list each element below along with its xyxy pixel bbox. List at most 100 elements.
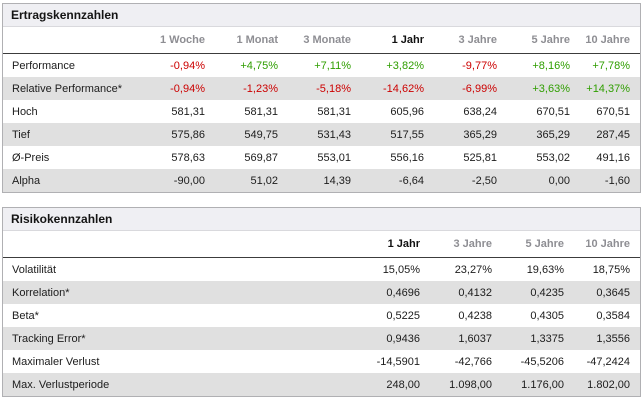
metric-value: -90,00 — [173, 174, 205, 187]
metric-value: 287,45 — [596, 128, 630, 141]
metric-value: 0,4235 — [530, 286, 564, 299]
table-row-hoch: Hoch 581,31 581,31 581,31 605,96 638,24 … — [3, 100, 640, 123]
ertragskennzahlen-title: Ertragskennzahlen — [3, 4, 640, 27]
risikokennzahlen-panel: Risikokennzahlen 1 Jahr 3 Jahre 5 Jahre … — [2, 207, 641, 397]
metric-value: 18,75% — [592, 263, 630, 276]
table-row-korrelation: Korrelation* 0,4696 0,4132 0,4235 0,3645 — [3, 281, 640, 304]
metric-value: 491,16 — [596, 151, 630, 164]
column-header-1-jahr: 1 Jahr — [361, 27, 434, 54]
metric-label: Beta* — [12, 309, 39, 322]
metric-value: 553,02 — [536, 151, 570, 164]
metric-value: 581,31 — [317, 105, 351, 118]
column-header-1-monat: 1 Monat — [215, 27, 288, 54]
metric-value: 556,16 — [390, 151, 424, 164]
metric-label: Maximaler Verlust — [12, 355, 100, 368]
metric-label: Tracking Error* — [12, 332, 86, 345]
risikokennzahlen-title: Risikokennzahlen — [3, 208, 640, 231]
metric-value: 1,6037 — [458, 332, 492, 345]
metric-value: 14,39 — [323, 174, 351, 187]
column-header-row: 1 Jahr 3 Jahre 5 Jahre 10 Jahre — [3, 231, 640, 258]
table-row-performance: Performance -0,94% +4,75% +7,11% +3,82% … — [3, 54, 640, 78]
table-row-alpha: Alpha -90,00 51,02 14,39 -6,64 -2,50 0,0… — [3, 169, 640, 192]
metric-value: 365,29 — [463, 128, 497, 141]
metric-value: -6,99% — [462, 82, 497, 95]
metric-value: 0,00 — [548, 174, 570, 187]
table-row-max-verlustperiode: Max. Verlustperiode 248,00 1.098,00 1.17… — [3, 373, 640, 396]
metric-value: 0,5225 — [386, 309, 420, 322]
column-header-1-jahr: 1 Jahr — [358, 231, 430, 258]
metric-value: -1,60 — [604, 174, 630, 187]
metric-value: -14,5901 — [376, 355, 420, 368]
metric-value: 0,3584 — [596, 309, 630, 322]
metric-value: 15,05% — [382, 263, 420, 276]
metric-value: 525,81 — [463, 151, 497, 164]
metric-value: 0,9436 — [386, 332, 420, 345]
metric-value: +14,37% — [586, 82, 630, 95]
metric-value: 1.176,00 — [521, 378, 564, 391]
metric-value: 365,29 — [536, 128, 570, 141]
table-row-tief: Tief 575,86 549,75 531,43 517,55 365,29 … — [3, 123, 640, 146]
metric-value: 581,31 — [244, 105, 278, 118]
column-header-3-jahre: 3 Jahre — [434, 27, 507, 54]
metric-value: +4,75% — [240, 59, 278, 72]
metric-label: Hoch — [12, 105, 38, 118]
metric-value: 670,51 — [536, 105, 570, 118]
metric-value: 0,4132 — [458, 286, 492, 299]
metric-value: 51,02 — [250, 174, 278, 187]
column-header-3-jahre: 3 Jahre — [430, 231, 502, 258]
metric-value: -42,766 — [454, 355, 492, 368]
column-header-empty — [3, 27, 142, 54]
table-row-maximaler-verlust: Maximaler Verlust -14,5901 -42,766 -45,5… — [3, 350, 640, 373]
metric-value: 1.802,00 — [587, 378, 630, 391]
table-row-volatilitaet: Volatilität 15,05% 23,27% 19,63% 18,75% — [3, 258, 640, 282]
metric-value: -2,50 — [471, 174, 497, 187]
metric-label: Alpha — [12, 174, 41, 187]
metric-value: 569,87 — [244, 151, 278, 164]
column-header-3-monate: 3 Monate — [288, 27, 361, 54]
column-header-1-woche: 1 Woche — [142, 27, 215, 54]
metric-value: 531,43 — [317, 128, 351, 141]
metric-label: Performance — [12, 59, 75, 72]
metric-value: 578,63 — [171, 151, 205, 164]
table-row-relative-performance: Relative Performance* -0,94% -1,23% -5,1… — [3, 77, 640, 100]
metric-value: 0,4305 — [530, 309, 564, 322]
metric-value: -1,23% — [243, 82, 278, 95]
column-header-row: 1 Woche 1 Monat 3 Monate 1 Jahr 3 Jahre … — [3, 27, 640, 54]
metric-label: Volatilität — [12, 263, 57, 276]
metric-value: -14,62% — [383, 82, 424, 95]
metric-label: Relative Performance* — [12, 82, 123, 95]
metric-value: 19,63% — [526, 263, 564, 276]
metric-value: -6,64 — [398, 174, 424, 187]
metric-value: 581,31 — [171, 105, 205, 118]
metric-value: -5,18% — [316, 82, 351, 95]
column-header-10-jahre: 10 Jahre — [574, 231, 640, 258]
ertragskennzahlen-table: 1 Woche 1 Monat 3 Monate 1 Jahr 3 Jahre … — [3, 27, 640, 192]
metric-label: Ø-Preis — [12, 151, 50, 164]
metric-value: 638,24 — [463, 105, 497, 118]
column-header-5-jahre: 5 Jahre — [507, 27, 580, 54]
metric-value: 248,00 — [386, 378, 420, 391]
metric-value: 1,3375 — [530, 332, 564, 345]
metric-value: 517,55 — [390, 128, 424, 141]
metric-value: 1.098,00 — [449, 378, 492, 391]
metric-value: -0,94% — [170, 82, 205, 95]
metric-value: +7,78% — [592, 59, 630, 72]
column-header-10-jahre: 10 Jahre — [580, 27, 640, 54]
table-row-beta: Beta* 0,5225 0,4238 0,4305 0,3584 — [3, 304, 640, 327]
metric-value: +3,63% — [532, 82, 570, 95]
metric-value: -0,94% — [170, 59, 205, 72]
metric-label: Korrelation* — [12, 286, 70, 299]
metric-value: 23,27% — [454, 263, 492, 276]
metric-value: -45,5206 — [520, 355, 564, 368]
metric-label: Tief — [12, 128, 30, 141]
metric-value: +8,16% — [532, 59, 570, 72]
metric-value: 0,4238 — [458, 309, 492, 322]
metric-value: 549,75 — [244, 128, 278, 141]
metric-value: 0,4696 — [386, 286, 420, 299]
risikokennzahlen-table: 1 Jahr 3 Jahre 5 Jahre 10 Jahre Volatili… — [3, 231, 640, 396]
metric-value: 670,51 — [596, 105, 630, 118]
metric-value: 0,3645 — [596, 286, 630, 299]
metric-value: -9,77% — [462, 59, 497, 72]
table-row-preis: Ø-Preis 578,63 569,87 553,01 556,16 525,… — [3, 146, 640, 169]
metric-value: -47,2424 — [586, 355, 630, 368]
